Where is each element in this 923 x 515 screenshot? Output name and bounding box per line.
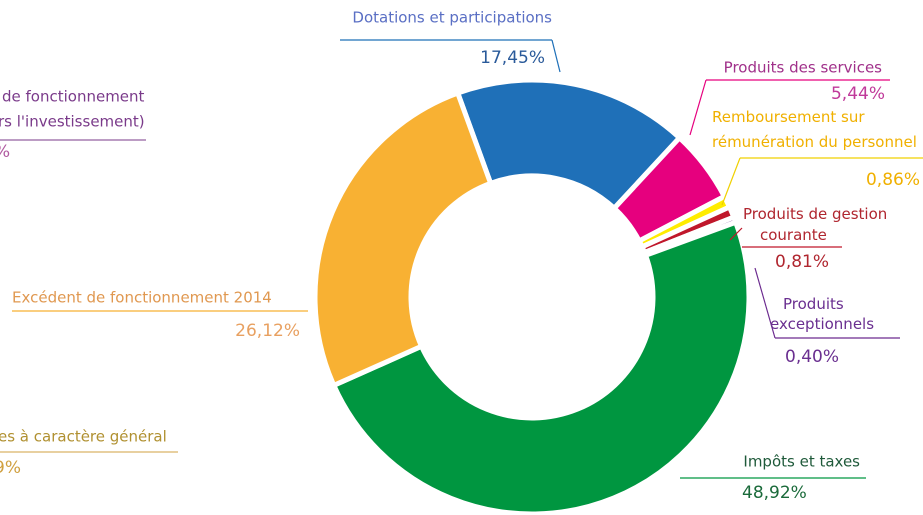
leader-line xyxy=(551,39,561,73)
leader-line xyxy=(729,227,743,241)
donut-segment xyxy=(454,77,684,212)
category-label-line: exceptionnels xyxy=(770,315,874,333)
category-label: Dotations et participations xyxy=(352,9,552,27)
category-label-line: Remboursement sur xyxy=(712,108,865,126)
category-label-line: courante xyxy=(760,226,827,244)
value-label: 26,12% xyxy=(235,321,300,341)
value-label: 0,81% xyxy=(775,252,829,272)
clipped-label: % xyxy=(0,142,10,162)
value-label: 48,92% xyxy=(742,483,807,503)
category-label: Produits exceptionnels xyxy=(770,295,874,333)
clipped-label: 9% xyxy=(0,458,21,478)
value-label: 17,45% xyxy=(480,48,545,68)
value-label: 0,40% xyxy=(785,347,839,367)
category-label: Produits des services xyxy=(724,59,883,77)
category-label: Produits de gestion courante xyxy=(743,205,887,244)
leader-line xyxy=(721,157,741,206)
leader-line xyxy=(754,267,776,339)
donut-segment xyxy=(330,219,752,515)
clipped-label: es à caractère général xyxy=(0,428,167,446)
value-label: 5,44% xyxy=(831,84,885,104)
category-label-line: Produits xyxy=(783,295,844,313)
category-label-line: Produits de gestion xyxy=(743,205,887,223)
category-label: Remboursement sur rémunération du personn… xyxy=(712,108,917,151)
category-label: Impôts et taxes xyxy=(743,453,860,471)
donut-segment xyxy=(312,89,494,389)
category-label: Excédent de fonctionnement 2014 xyxy=(12,289,272,307)
clipped-label: de fonctionnement xyxy=(2,88,145,106)
clipped-label: rs l'investissement) xyxy=(0,113,145,131)
leader-line xyxy=(689,79,707,136)
value-label: 0,86% xyxy=(866,170,920,190)
category-label-line: rémunération du personnel xyxy=(712,133,917,151)
